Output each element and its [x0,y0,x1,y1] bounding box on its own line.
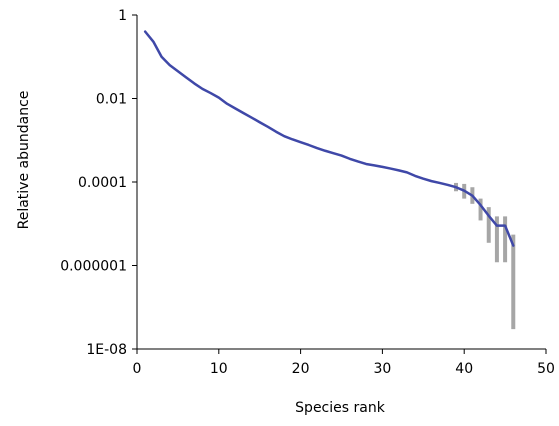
x-tick-label: 10 [210,361,228,377]
x-tick-label: 40 [455,361,473,377]
y-tick-label: 0.0001 [78,175,127,191]
y-tick-label: 0.000001 [60,259,127,275]
x-tick-label: 30 [373,361,391,377]
tick-labels: 0 10 20 30 40 50 1E-08 0.000001 0.0001 0.01 1 [60,8,555,377]
x-tick-label: 20 [292,361,310,377]
x-tick-label: 50 [537,361,555,377]
y-tick-label: 0.01 [96,92,127,108]
series-line [143,30,515,247]
x-axis-title: Species rank [295,400,386,416]
x-tick-label: 0 [133,361,142,377]
error-bars [454,182,516,330]
y-tick-label: 1 [118,8,127,24]
series-lines [143,30,515,247]
axes [132,14,547,354]
y-axis-title: Relative abundance [16,91,32,230]
y-tick-label: 1E-08 [86,342,127,358]
